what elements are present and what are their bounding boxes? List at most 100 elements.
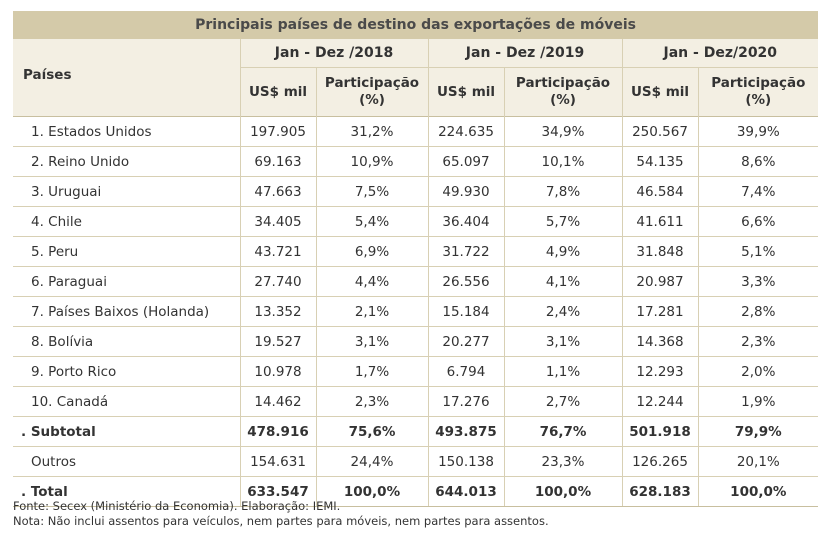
period-2020-header: Jan - Dez/2020 bbox=[621, 39, 819, 68]
usd-value: 126.265 bbox=[621, 446, 698, 477]
usd-value: 154.631 bbox=[239, 446, 316, 477]
share-value: 20,1% bbox=[697, 446, 819, 477]
usd-value: 628.183 bbox=[621, 476, 698, 507]
country-name: 10. Canadá bbox=[13, 386, 240, 417]
table-row: 5. Peru 43.721 6,9% 31.722 4,9% 31.848 5,1% bbox=[13, 236, 819, 267]
share-value: 2,4% bbox=[503, 296, 622, 327]
share-value: 6,6% bbox=[697, 206, 819, 237]
usd-value: 19.527 bbox=[239, 326, 316, 357]
share-value: 5,1% bbox=[697, 236, 819, 267]
share-value: 8,6% bbox=[697, 146, 819, 177]
share-value: 7,8% bbox=[503, 176, 622, 207]
usd-value: 12.244 bbox=[621, 386, 698, 417]
usd-value: 41.611 bbox=[621, 206, 698, 237]
share-value: 7,5% bbox=[315, 176, 428, 207]
usd-value: 493.875 bbox=[427, 416, 504, 447]
usd-value: 31.848 bbox=[621, 236, 698, 267]
usd-value: 65.097 bbox=[427, 146, 504, 177]
share-value: 3,1% bbox=[315, 326, 428, 357]
share-value: 2,7% bbox=[503, 386, 622, 417]
usd-value: 14.462 bbox=[239, 386, 316, 417]
usd-value: 26.556 bbox=[427, 266, 504, 297]
country-name: 5. Peru bbox=[13, 236, 240, 267]
share-value: 75,6% bbox=[315, 416, 428, 447]
share-value: 10,1% bbox=[503, 146, 622, 177]
usd-value: 36.404 bbox=[427, 206, 504, 237]
share-value: 7,4% bbox=[697, 176, 819, 207]
subtotal-row: . Subtotal 478.916 75,6% 493.875 76,7% 501.91… bbox=[13, 416, 819, 447]
usd-value: 13.352 bbox=[239, 296, 316, 327]
usd-value: 43.721 bbox=[239, 236, 316, 267]
usd-value: 31.722 bbox=[427, 236, 504, 267]
usd-value: 478.916 bbox=[239, 416, 316, 447]
share-value: 100,0% bbox=[697, 476, 819, 507]
country-name: . Subtotal bbox=[13, 416, 240, 447]
source-note: Fonte: Secex (Ministério da Economia). E… bbox=[13, 499, 341, 513]
usd-value: 20.277 bbox=[427, 326, 504, 357]
total-row: . Total 633.547 100,0% 644.013 100,0% 628.183… bbox=[13, 476, 819, 507]
usd-value: 150.138 bbox=[427, 446, 504, 477]
exports-table-container: Principais países de destino das exporta… bbox=[13, 11, 819, 507]
share-value: 39,9% bbox=[697, 116, 819, 147]
usd-value: 17.281 bbox=[621, 296, 698, 327]
table-row: 7. Países Baixos (Holanda) 13.352 2,1% 15.1… bbox=[13, 296, 819, 327]
country-name: 6. Paraguai bbox=[13, 266, 240, 297]
country-name: 4. Chile bbox=[13, 206, 240, 237]
share-value: 24,4% bbox=[315, 446, 428, 477]
share-value: 100,0% bbox=[503, 476, 622, 507]
countries-header: Países bbox=[13, 39, 240, 117]
share-value: 100,0% bbox=[315, 476, 428, 507]
exclusion-note: Nota: Não inclui assentos para veículos,… bbox=[13, 514, 549, 528]
share-value: 2,8% bbox=[697, 296, 819, 327]
footnotes: Fonte: Secex (Ministério da Economia). E… bbox=[13, 499, 549, 529]
country-name: 3. Uruguai bbox=[13, 176, 240, 207]
table-title: Principais países de destino das exporta… bbox=[13, 11, 819, 39]
usd-value: 224.635 bbox=[427, 116, 504, 147]
country-name: Outros bbox=[13, 446, 240, 477]
table-row: 1. Estados Unidos 197.905 31,2% 224.635 34,9… bbox=[13, 116, 819, 147]
country-name: 2. Reino Unido bbox=[13, 146, 240, 177]
usd-value: 34.405 bbox=[239, 206, 316, 237]
usd-value: 250.567 bbox=[621, 116, 698, 147]
period-2018-header: Jan - Dez /2018 bbox=[239, 39, 428, 68]
country-name: 8. Bolívia bbox=[13, 326, 240, 357]
country-name: 9. Porto Rico bbox=[13, 356, 240, 387]
usd-value: 14.368 bbox=[621, 326, 698, 357]
share-value: 2,1% bbox=[315, 296, 428, 327]
usd-value: 49.930 bbox=[427, 176, 504, 207]
table-row: 2. Reino Unido 69.163 10,9% 65.097 10,1% 54.1… bbox=[13, 146, 819, 177]
usd-value: 12.293 bbox=[621, 356, 698, 387]
usd-header: US$ mil bbox=[427, 67, 504, 117]
usd-value: 54.135 bbox=[621, 146, 698, 177]
share-header: Participação (%) bbox=[315, 67, 428, 117]
table-row: 4. Chile 34.405 5,4% 36.404 5,7% 41.611 6,6% bbox=[13, 206, 819, 237]
usd-header: US$ mil bbox=[239, 67, 316, 117]
share-value: 1,9% bbox=[697, 386, 819, 417]
share-value: 10,9% bbox=[315, 146, 428, 177]
table-body: 1. Estados Unidos 197.905 31,2% 224.635 34,9… bbox=[13, 116, 819, 507]
share-value: 79,9% bbox=[697, 416, 819, 447]
country-name: 1. Estados Unidos bbox=[13, 116, 240, 147]
share-value: 4,1% bbox=[503, 266, 622, 297]
share-value: 4,4% bbox=[315, 266, 428, 297]
usd-value: 46.584 bbox=[621, 176, 698, 207]
table-row: 3. Uruguai 47.663 7,5% 49.930 7,8% 46.584 7,4% bbox=[13, 176, 819, 207]
usd-value: 17.276 bbox=[427, 386, 504, 417]
share-value: 1,1% bbox=[503, 356, 622, 387]
share-header: Participação (%) bbox=[697, 67, 819, 117]
share-value: 5,4% bbox=[315, 206, 428, 237]
usd-value: 197.905 bbox=[239, 116, 316, 147]
share-value: 23,3% bbox=[503, 446, 622, 477]
table-row: 10. Canadá 14.462 2,3% 17.276 2,7% 12.244 1,9% bbox=[13, 386, 819, 417]
period-2019-header: Jan - Dez /2019 bbox=[427, 39, 622, 68]
share-value: 31,2% bbox=[315, 116, 428, 147]
share-value: 5,7% bbox=[503, 206, 622, 237]
share-value: 34,9% bbox=[503, 116, 622, 147]
table-row: 9. Porto Rico 10.978 1,7% 6.794 1,1% 12.293 2,… bbox=[13, 356, 819, 387]
share-value: 3,1% bbox=[503, 326, 622, 357]
usd-value: 47.663 bbox=[239, 176, 316, 207]
share-value: 6,9% bbox=[315, 236, 428, 267]
country-name: 7. Países Baixos (Holanda) bbox=[13, 296, 240, 327]
share-value: 3,3% bbox=[697, 266, 819, 297]
table-row: 8. Bolívia 19.527 3,1% 20.277 3,1% 14.368 2,3% bbox=[13, 326, 819, 357]
